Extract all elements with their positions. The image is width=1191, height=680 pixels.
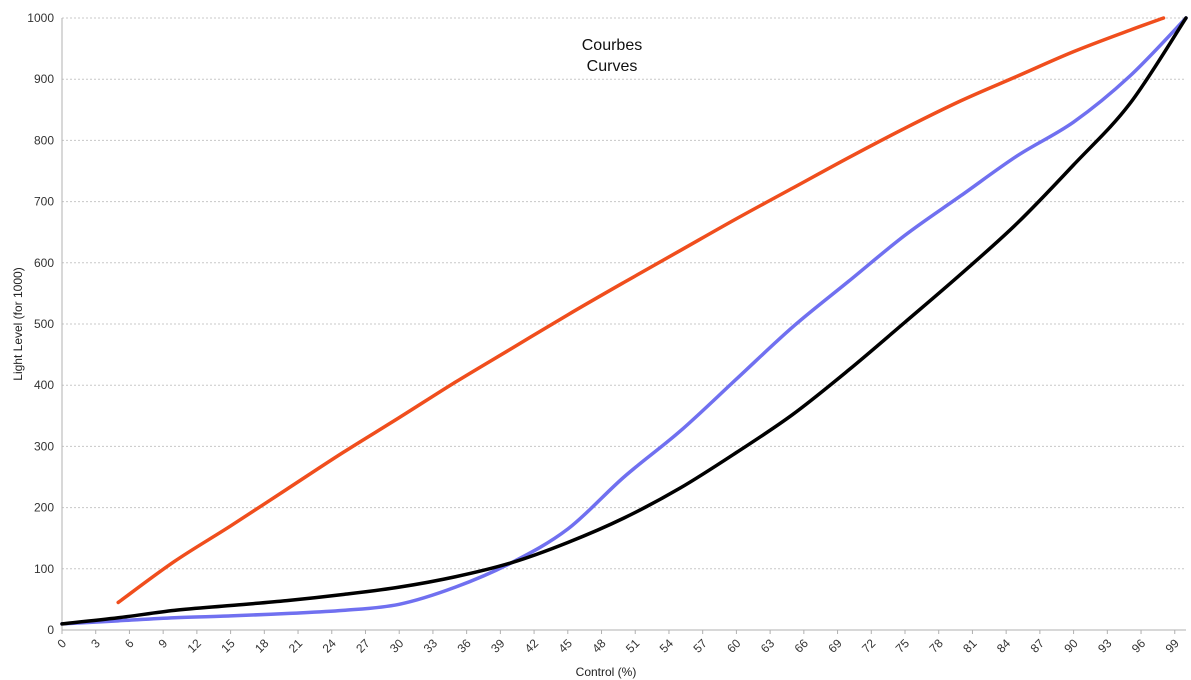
x-tick-label: 9: [156, 636, 171, 651]
x-tick-label: 57: [690, 636, 710, 656]
series-line-orange: [116, 16, 1166, 605]
x-tick-label: 84: [994, 636, 1014, 656]
x-tick-label: 99: [1163, 636, 1183, 656]
x-tick-label: 48: [589, 636, 609, 656]
x-tick-label: 33: [421, 636, 441, 656]
y-tick-label: 200: [34, 501, 54, 515]
x-tick-label: 42: [522, 636, 542, 656]
y-tick-label: 400: [34, 378, 54, 392]
x-tick-label: 78: [926, 636, 946, 656]
x-tick-label: 72: [859, 636, 879, 656]
x-tick-label: 12: [185, 636, 205, 656]
x-tick-label: 69: [825, 636, 845, 656]
x-tick-label: 39: [488, 636, 508, 656]
x-tick-label: 24: [320, 636, 340, 656]
x-tick-label: 93: [1095, 636, 1115, 656]
y-tick-label: 500: [34, 317, 54, 331]
chart-title: Courbes: [582, 37, 642, 54]
y-tick-label: 700: [34, 195, 54, 209]
x-tick-label: 45: [556, 636, 576, 656]
x-tick-label: 36: [454, 636, 474, 656]
x-tick-label: 0: [54, 636, 69, 651]
y-tick-label: 0: [47, 623, 54, 637]
chart-subtitle: Curves: [587, 58, 638, 75]
y-tick-label: 100: [34, 562, 54, 576]
x-tick-label: 63: [758, 636, 778, 656]
x-tick-label: 87: [1028, 636, 1048, 656]
gridlines: [62, 17, 1186, 570]
x-tick-label: 27: [353, 636, 373, 656]
x-tick-label: 96: [1129, 636, 1149, 656]
x-tick-label: 75: [893, 636, 913, 656]
y-tick-label: 800: [34, 133, 54, 147]
x-tick-label: 3: [88, 636, 103, 651]
x-tick-label: 6: [122, 636, 137, 651]
y-tick-label: 1000: [27, 11, 54, 25]
x-tick-label: 21: [286, 636, 306, 656]
x-tick-label: 81: [960, 636, 980, 656]
y-tick-label: 300: [34, 439, 54, 453]
x-tick-label: 15: [218, 636, 238, 656]
y-axis-title: Light Level (for 1000): [11, 267, 25, 380]
x-tick-label: 18: [252, 636, 272, 656]
series-lines: [60, 16, 1188, 626]
x-tick-label: 66: [792, 636, 812, 656]
x-tick-label: 51: [623, 636, 643, 656]
axes: [61, 18, 1186, 634]
series-line-blue: [60, 16, 1188, 626]
x-tick-label: 54: [657, 636, 677, 656]
y-tick-label: 900: [34, 72, 54, 86]
x-tick-label: 90: [1061, 636, 1081, 656]
x-tick-label: 60: [724, 636, 744, 656]
series-line-black: [60, 16, 1188, 626]
y-tick-label: 600: [34, 256, 54, 270]
x-axis-title: Control (%): [576, 665, 637, 679]
x-tick-label: 30: [387, 636, 407, 656]
